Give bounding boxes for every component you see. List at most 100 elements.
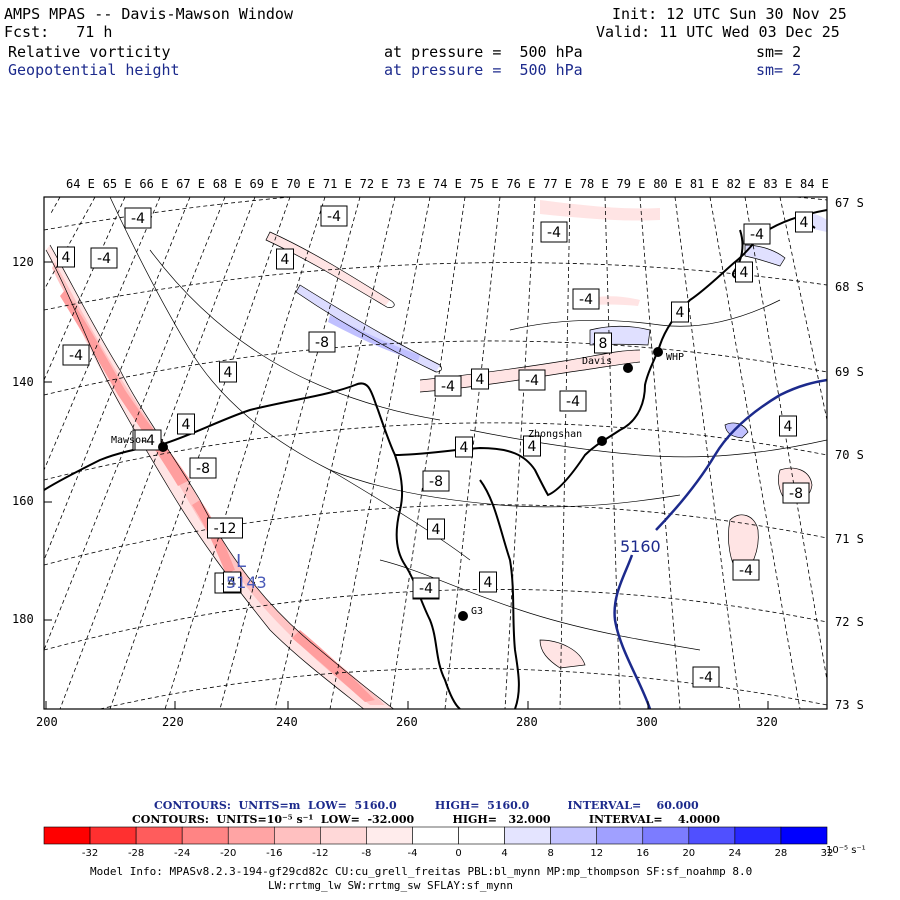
colorbar-tick-label: 16 [636,848,650,859]
plot-title: AMPS MPAS -- Davis-Mawson Window [4,5,293,23]
contour-label: -4 [124,207,152,229]
contour-label: -4 [732,559,760,581]
contour-label: -4 [692,666,720,688]
x-axis-label: 260 [396,715,418,729]
colorbar-tick-label: -32 [81,848,99,859]
stations: Mawson Davis WHP Zhongshan G3 [111,347,684,621]
y-axis-label: 120 [12,255,34,269]
svg-text:-4: -4 [739,563,753,579]
longitude-label: 65 E [102,177,132,191]
field1-smoothing: sm= 2 [756,43,802,61]
contour-label: -4 [540,221,568,243]
y-axis-label: 140 [12,375,34,389]
svg-text:-4: -4 [525,373,539,389]
y-axis-label: 180 [12,612,34,626]
svg-text:-12: -12 [214,521,237,537]
colorbar-swatch [43,826,91,845]
x-axis-label: 200 [36,715,58,729]
contour-label: 4 [223,571,241,593]
latitude-label: 72 S [835,615,864,629]
colorbar-tick-label: -4 [407,848,418,859]
longitude-label: 84 E [800,177,829,191]
svg-text:-4: -4 [579,292,593,308]
contour-label: -8 [189,457,217,479]
svg-text:-4: -4 [547,225,561,241]
svg-text:4: 4 [62,250,71,266]
longitude-label: 70 E [286,177,316,191]
longitude-label: 68 E [212,177,242,191]
contour-label: -8 [782,482,810,504]
colorbar-swatch [227,826,275,845]
colorbar-tick-label: 8 [547,848,554,859]
contour-label: 8 [594,332,612,354]
contour-label: 4 [735,261,753,283]
colorbar-tick-label: 32 [820,848,834,859]
svg-text:-8: -8 [789,486,803,502]
longitude-label: 80 E [653,177,683,191]
field1-name: Relative vorticity [8,43,171,61]
colorbar-swatch [366,826,413,845]
contour-label: 4 [455,436,473,458]
longitude-label: 64 E [66,177,95,191]
svg-text:-4: -4 [69,348,83,364]
longitude-label: 81 E [689,177,719,191]
svg-text:4: 4 [228,575,237,591]
colorbar-swatch [780,826,828,845]
svg-text:4: 4 [460,440,469,456]
svg-text:-4: -4 [419,581,433,597]
longitude-label: 76 E [506,177,536,191]
svg-text:4: 4 [676,305,685,321]
colorbar-tick-label: -8 [361,848,372,859]
contour-label: -4 [90,247,118,269]
y-axis-label: 160 [12,494,34,508]
contour-label: -4 [743,223,771,245]
longitude-label: 83 E [763,177,793,191]
station-whp: WHP [653,347,684,363]
colorbar-tick-label: 28 [774,848,788,859]
colorbar-swatch [89,826,137,845]
contour-label: 4 [523,435,541,457]
field2-name: Geopotential height [8,61,180,79]
contour-label: 4 [671,301,689,323]
latitude-label: 68 S [835,280,864,294]
svg-text:4: 4 [432,522,441,538]
latitude-label: 67 S [835,196,864,210]
colorbar-tick-label: -24 [174,848,191,859]
field2-level: at pressure = 500 hPa [384,61,583,79]
contour-label: 4 [427,518,445,540]
longitude-label: 72 E [359,177,389,191]
contour-label: 4 [57,246,75,268]
svg-text:Davis: Davis [582,356,612,367]
contour-label: 4 [479,571,497,593]
svg-text:WHP: WHP [666,352,684,363]
svg-text:4: 4 [484,575,493,591]
svg-text:4: 4 [784,419,793,435]
colorbar-swatch [320,826,367,845]
latitude-label: 70 S [835,448,864,462]
low-center-value: 5143 [226,573,267,592]
contour-label: -4 [518,369,546,391]
svg-text:-4: -4 [131,211,145,227]
contour-label: 4 [276,248,294,270]
contour-label: -4 [434,375,462,397]
station-davis: Davis [582,356,633,373]
contour-label: -4 [572,288,600,310]
plot-frame [43,196,828,710]
station-g3: G3 [458,606,483,621]
x-axis-label: 240 [276,715,298,729]
field1-level: at pressure = 500 hPa [384,43,583,61]
longitude-label: 73 E [396,177,426,191]
contour-label: -4 [62,344,90,366]
longitude-label: 82 E [726,177,756,191]
svg-text:-4: -4 [141,433,155,449]
contour-label: 4 [779,415,797,437]
contour-label: 4 [219,361,237,383]
contour-label: -4 [320,205,348,227]
svg-text:4: 4 [740,265,749,281]
svg-text:4: 4 [224,365,233,381]
longitude-label: 74 E [433,177,462,191]
colorbar-swatch [458,826,505,845]
contour-label: 4 [795,211,813,233]
svg-text:-4: -4 [97,251,111,267]
